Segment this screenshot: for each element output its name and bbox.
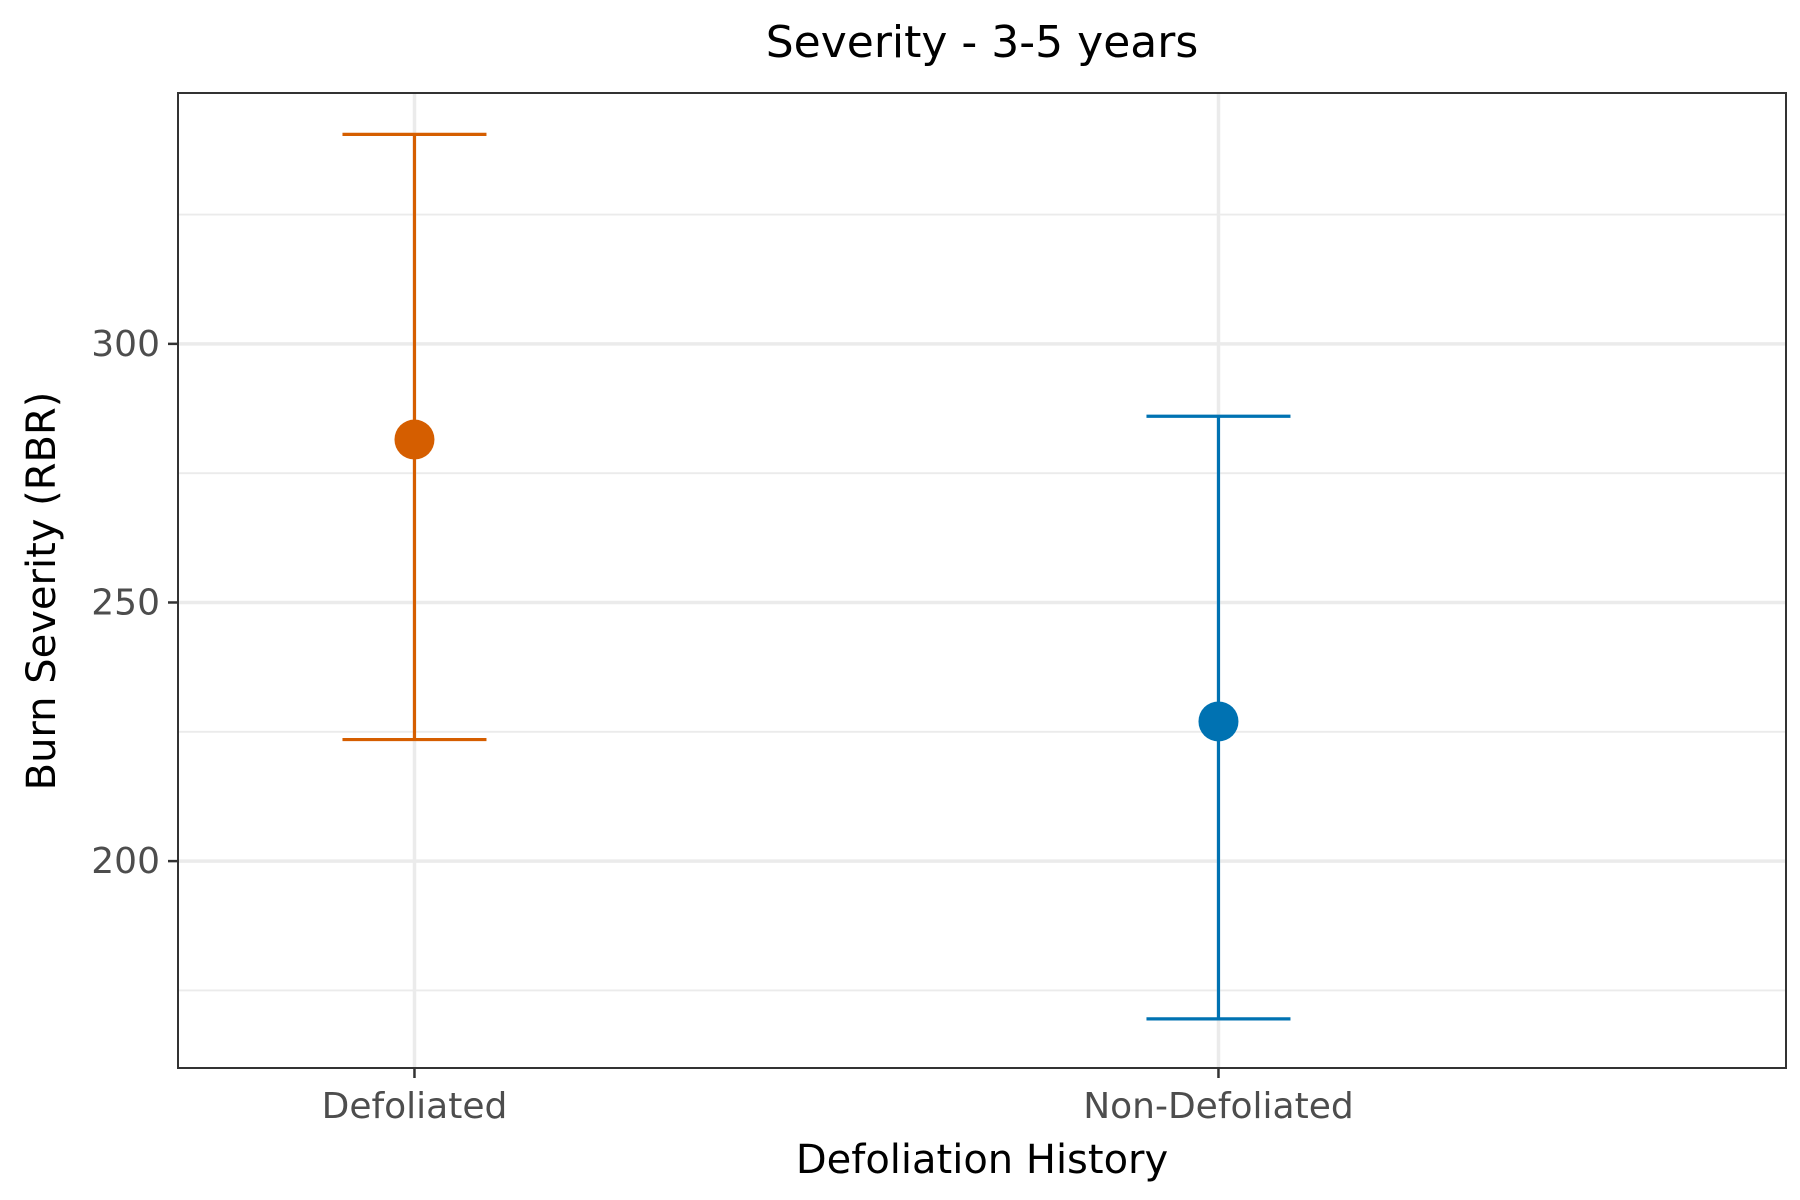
chart-title: Severity - 3-5 years: [766, 17, 1199, 68]
x-tick-label: Non-Defoliated: [1083, 1086, 1354, 1127]
data-layer: [342, 132, 1291, 1021]
y-tick-label: 300: [91, 324, 160, 365]
y-tick-label: 200: [91, 841, 160, 882]
y-axis-title: Burn Severity (RBR): [19, 392, 65, 791]
mean-point: [1198, 701, 1239, 742]
mean-point: [394, 419, 435, 460]
x-tick-label: Defoliated: [322, 1086, 508, 1127]
axis-layer: 200 250 300 Defoliated Non-Defoliated: [91, 324, 1353, 1127]
y-tick-label: 250: [91, 582, 160, 623]
x-axis-title: Defoliation History: [796, 1137, 1168, 1183]
panel-border: [177, 92, 1787, 1069]
